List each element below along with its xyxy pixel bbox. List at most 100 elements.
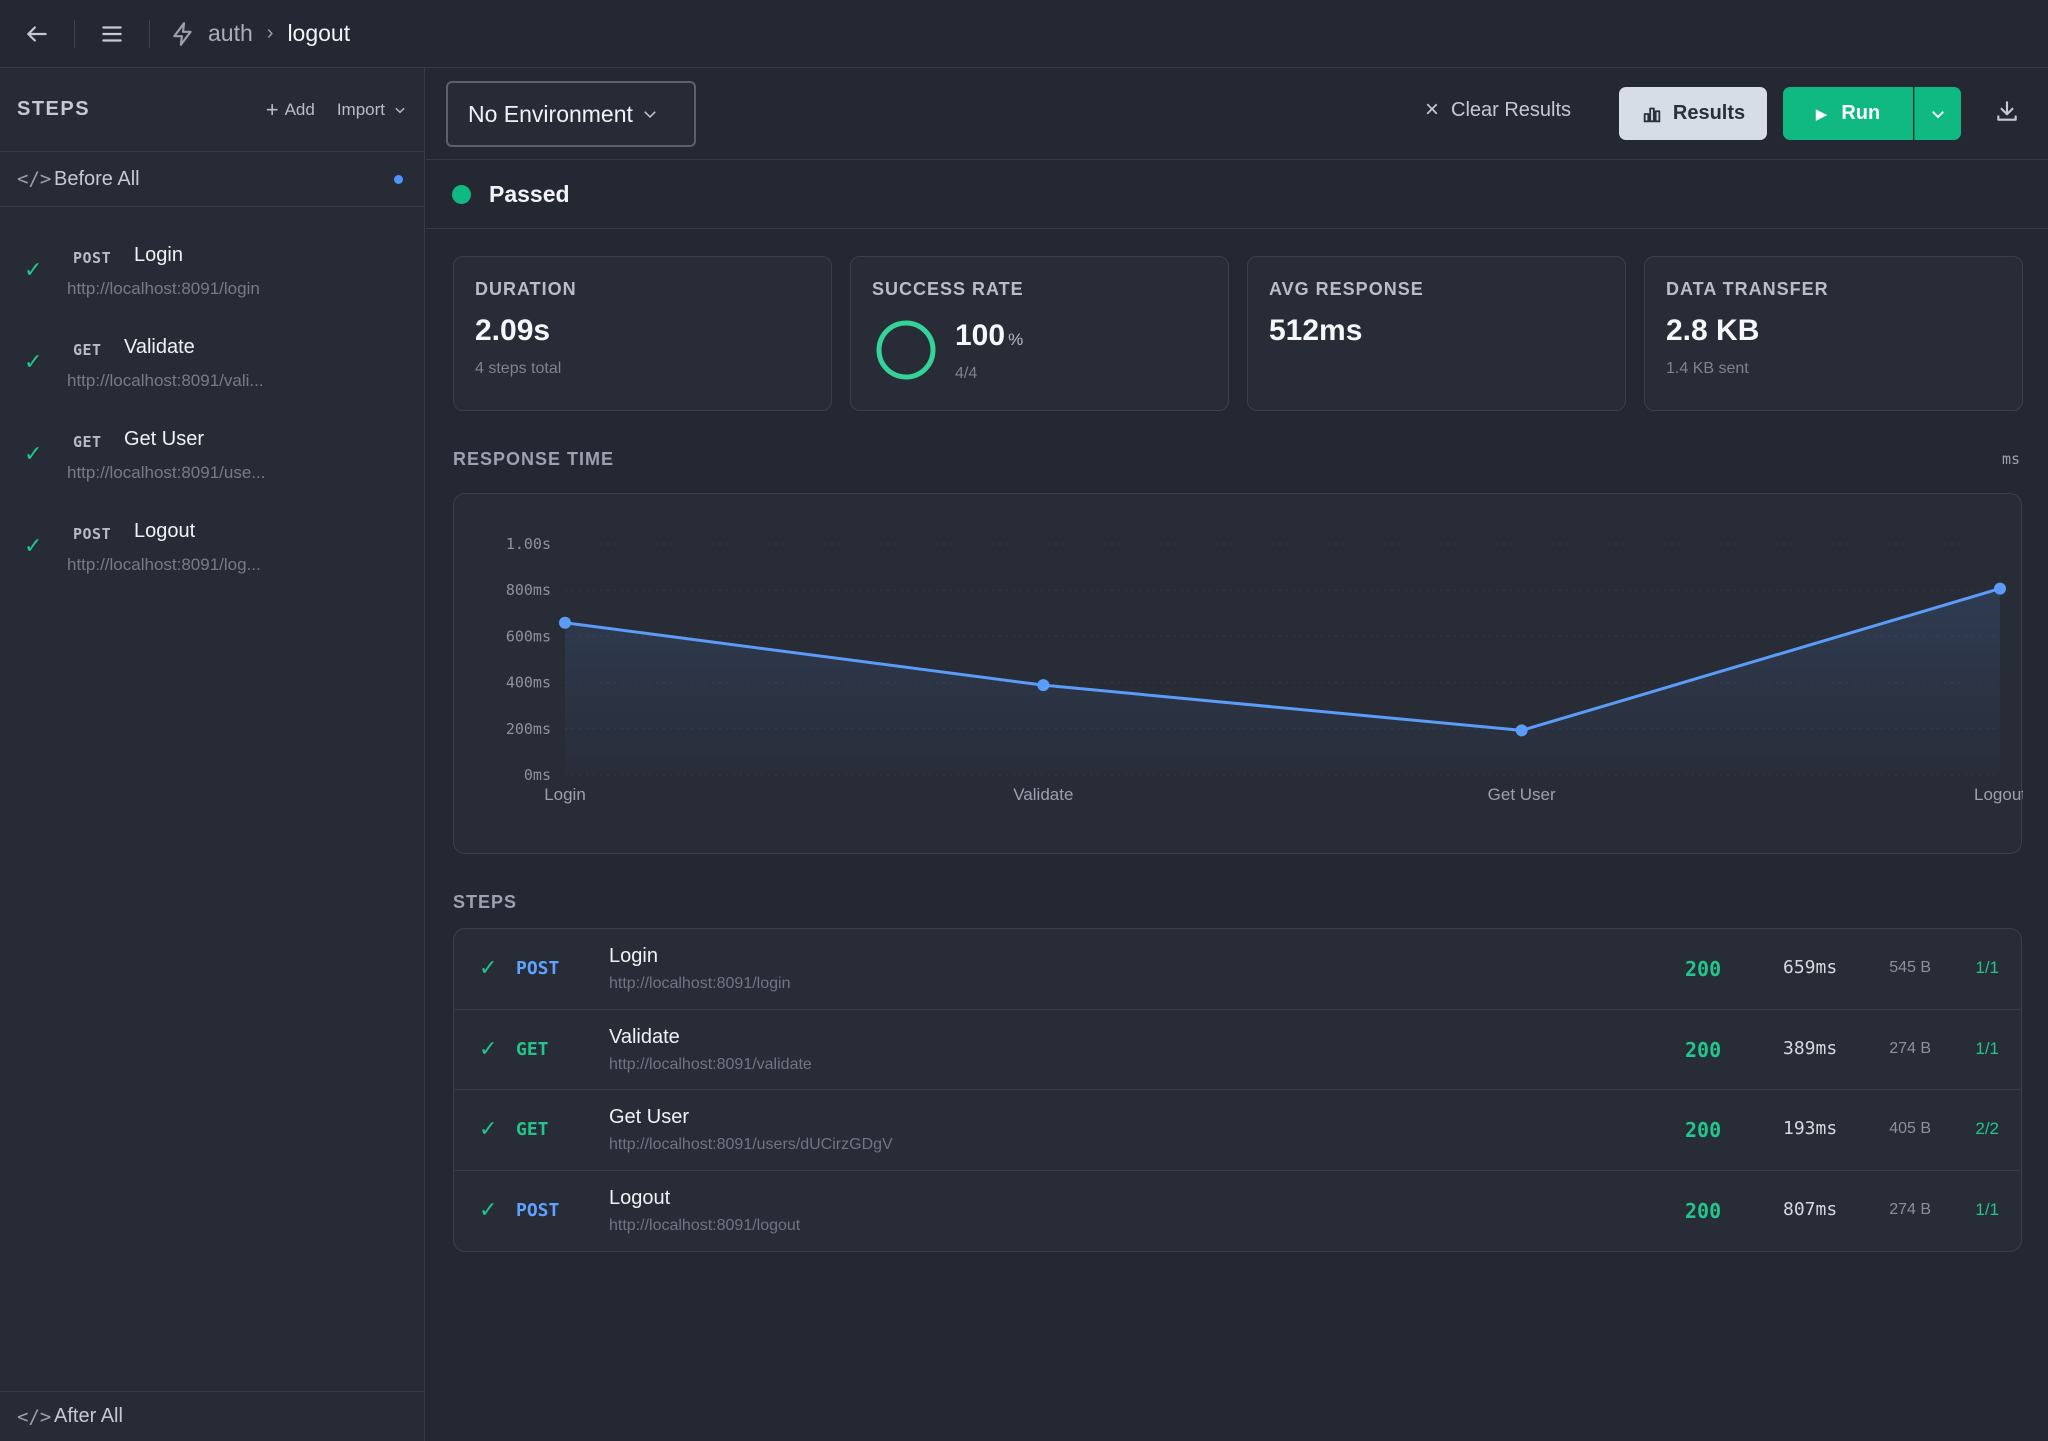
- sidebar-step[interactable]: ✓ POST Login http://localhost:8091/login: [0, 217, 424, 309]
- data-point: [559, 616, 571, 629]
- before-all-hook[interactable]: </> Before All: [0, 152, 424, 207]
- x-tick-label: Get User: [1488, 785, 1556, 804]
- code-icon: </>: [17, 1405, 52, 1428]
- steps-title: STEPS: [453, 892, 518, 912]
- download-icon: [1997, 101, 2017, 121]
- after-all-label: After All: [54, 1405, 123, 1427]
- sidebar-step[interactable]: ✓ GET Get User http://localhost:8091/use…: [0, 401, 424, 493]
- play-icon: ▶: [1815, 105, 1828, 123]
- success-rate-card: SUCCESS RATE 100% 4/4: [850, 256, 1229, 411]
- add-step-button[interactable]: + Add: [265, 96, 315, 122]
- card-value: 100%: [955, 319, 1023, 353]
- row-assertions: 2/2: [1975, 1119, 1999, 1138]
- clear-results-button[interactable]: × Clear Results: [1425, 96, 1571, 124]
- check-icon: ✓: [479, 1035, 498, 1061]
- check-icon: ✓: [479, 1196, 498, 1222]
- row-method: GET: [516, 1038, 549, 1060]
- row-method: POST: [516, 1199, 560, 1221]
- sidebar-step[interactable]: ✓ GET Validate http://localhost:8091/val…: [0, 309, 424, 401]
- card-label: AVG RESPONSE: [1269, 279, 1424, 299]
- step-name: Login: [134, 244, 183, 266]
- sidebar-header: STEPS + Add Import: [0, 68, 424, 152]
- success-rate-value: 100: [955, 319, 1006, 352]
- data-point: [1515, 724, 1528, 737]
- y-tick-label: 1.00s: [506, 535, 551, 553]
- row-size: 545 B: [1889, 959, 1931, 976]
- row-assertions: 1/1: [1975, 1199, 1999, 1219]
- x-tick-label: Validate: [1013, 785, 1073, 804]
- bar-chart-icon: [1643, 107, 1661, 122]
- table-row[interactable]: ✓ POST Login http://localhost:8091/login…: [454, 929, 2021, 1010]
- check-icon: ✓: [24, 441, 43, 466]
- step-method: POST: [73, 525, 112, 543]
- step-url: http://localhost:8091/use...: [67, 463, 266, 482]
- divider: [149, 19, 150, 48]
- import-button[interactable]: Import: [337, 100, 407, 120]
- row-url: http://localhost:8091/login: [609, 975, 791, 992]
- environment-select[interactable]: No Environment: [446, 81, 696, 147]
- run-label: Run: [1841, 102, 1881, 124]
- run-options-button[interactable]: [1914, 87, 1961, 140]
- table-row[interactable]: ✓ POST Logout http://localhost:8091/logo…: [454, 1171, 2021, 1252]
- card-value: 2.8 KB: [1666, 314, 1760, 347]
- status-text: Passed: [489, 180, 570, 207]
- top-bar: auth › logout: [0, 0, 2048, 68]
- row-time: 389ms: [1783, 1037, 1838, 1059]
- y-tick-label: 200ms: [506, 720, 551, 738]
- stats-cards: DURATION 2.09s 4 steps total SUCCESS RAT…: [453, 256, 2023, 411]
- y-tick-label: 600ms: [506, 627, 551, 645]
- card-subtext: 1.4 KB sent: [1666, 360, 1749, 377]
- menu-button[interactable]: [75, 0, 149, 68]
- chevron-right-icon: ›: [266, 22, 274, 44]
- arrow-left-icon: [26, 25, 47, 42]
- row-status-code: 200: [1685, 1118, 1722, 1142]
- check-icon: ✓: [479, 955, 498, 980]
- back-button[interactable]: [0, 0, 74, 68]
- step-url: http://localhost:8091/log...: [67, 555, 261, 574]
- results-label: Results: [1672, 102, 1746, 124]
- table-row[interactable]: ✓ GET Validate http://localhost:8091/val…: [454, 1010, 2021, 1090]
- sidebar-title: STEPS: [17, 98, 91, 120]
- row-size: 274 B: [1889, 1200, 1931, 1218]
- success-ring: [876, 320, 936, 380]
- step-method: GET: [73, 433, 102, 451]
- row-url: http://localhost:8091/users/dUCirzGDgV: [609, 1136, 893, 1153]
- row-name: Validate: [609, 1025, 680, 1048]
- environment-value: No Environment: [468, 100, 633, 127]
- table-row[interactable]: ✓ GET Get User http://localhost:8091/use…: [454, 1090, 2021, 1171]
- card-value: 2.09s: [475, 314, 551, 347]
- data-transfer-card: DATA TRANSFER 2.8 KB 1.4 KB sent: [1644, 256, 2023, 411]
- chart-unit: ms: [2001, 450, 2020, 468]
- sidebar-step[interactable]: ✓ POST Logout http://localhost:8091/log.…: [0, 493, 424, 585]
- step-name: Get User: [124, 428, 205, 450]
- close-icon: ×: [1425, 96, 1440, 123]
- steps-table: ✓ POST Login http://localhost:8091/login…: [453, 928, 2022, 1252]
- row-size: 405 B: [1889, 1120, 1931, 1137]
- status-dot: [452, 184, 471, 204]
- results-button[interactable]: Results: [1619, 87, 1767, 140]
- step-url: http://localhost:8091/vali...: [67, 371, 264, 390]
- add-label: Add: [284, 99, 315, 119]
- step-name: Logout: [134, 520, 196, 542]
- hamburger-icon: [102, 25, 122, 42]
- x-tick-label: Logout: [1974, 785, 2023, 804]
- x-tick-label: Login: [544, 785, 586, 804]
- card-subtext: 4/4: [955, 365, 978, 382]
- row-time: 659ms: [1783, 957, 1838, 978]
- row-method: GET: [516, 1119, 549, 1140]
- sidebar: STEPS + Add Import </> Before All ✓ POST…: [0, 68, 425, 1441]
- row-assertions: 1/1: [1975, 1038, 1999, 1058]
- after-all-hook[interactable]: </> After All: [0, 1391, 424, 1441]
- avg-response-card: AVG RESPONSE 512ms: [1247, 256, 1626, 411]
- row-url: http://localhost:8091/validate: [609, 1055, 812, 1073]
- card-label: SUCCESS RATE: [872, 279, 1024, 299]
- download-button[interactable]: [1994, 98, 2020, 129]
- series-line: [564, 587, 2001, 732]
- plus-icon: +: [265, 96, 279, 122]
- chevron-down-icon: [1932, 110, 1944, 118]
- run-button[interactable]: ▶ Run: [1783, 87, 1913, 140]
- breadcrumb-collection[interactable]: auth: [208, 20, 253, 46]
- step-method: GET: [73, 341, 102, 359]
- step-method: POST: [73, 249, 112, 267]
